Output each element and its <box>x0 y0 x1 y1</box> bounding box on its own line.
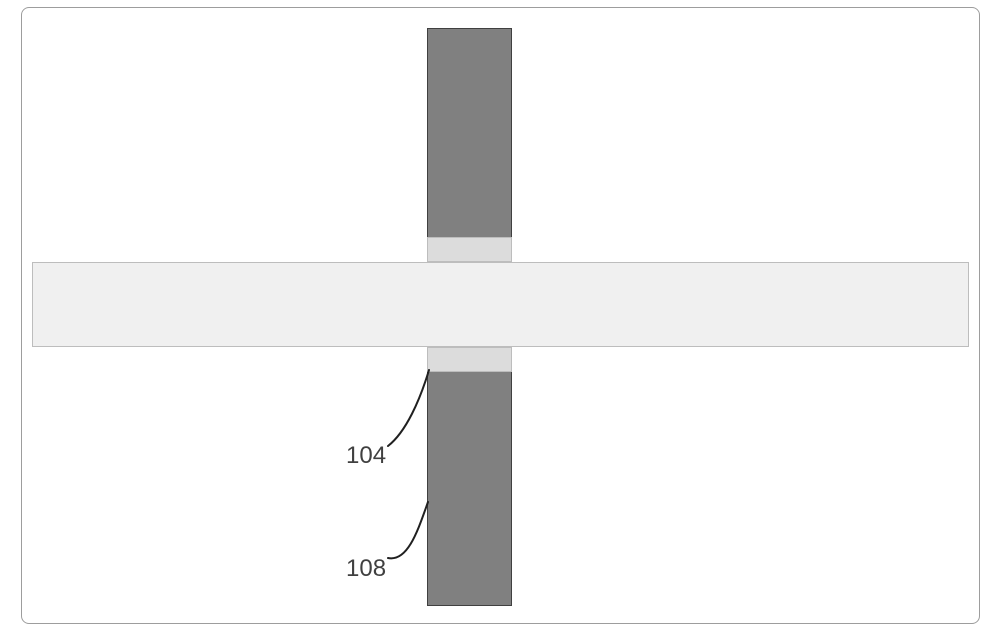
label-104: 104 <box>346 442 386 470</box>
stub-bottom <box>427 347 512 372</box>
diagram-stage: 104 108 <box>0 0 1000 631</box>
label-108: 108 <box>346 555 386 583</box>
horizontal-bar <box>32 262 969 347</box>
stub-top <box>427 237 512 262</box>
